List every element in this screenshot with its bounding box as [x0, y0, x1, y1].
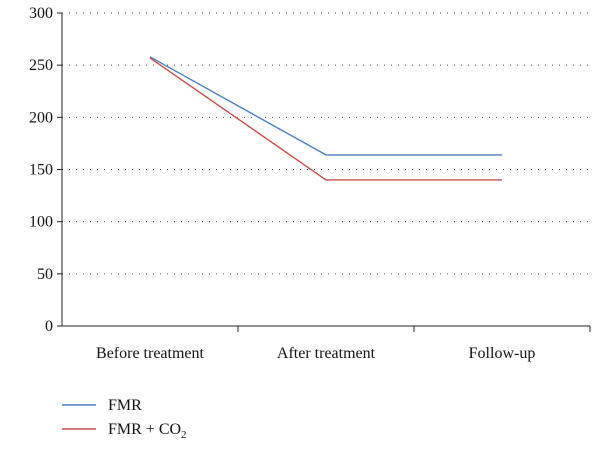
legend-label-text: FMR + CO — [108, 421, 181, 438]
gridlines — [62, 12, 590, 275]
y-tick-label: 100 — [29, 214, 53, 231]
legend: FMR FMR + CO2 — [62, 397, 187, 441]
y-tick-label: 150 — [29, 162, 53, 179]
series-line-2 — [149, 57, 502, 181]
x-tick-label: After treatment — [277, 345, 376, 362]
y-tick-label: 300 — [29, 5, 53, 22]
series-lines — [149, 56, 502, 181]
y-tick-label: 0 — [45, 318, 53, 335]
y-tick-label: 200 — [29, 109, 53, 126]
legend-label: FMR + CO2 — [108, 421, 187, 441]
x-tick-label: Before treatment — [96, 345, 205, 362]
y-tick-label: 250 — [29, 57, 53, 74]
y-tick-label: 50 — [37, 266, 53, 283]
legend-item-1: FMR — [62, 397, 142, 414]
series-line-1 — [149, 56, 502, 156]
x-tick-label: Follow-up — [469, 345, 536, 362]
legend-label-text: FMR — [108, 397, 142, 414]
y-axis-tick-labels: 0 50 100 150 200 250 300 — [29, 5, 53, 335]
legend-label-subscript: 2 — [181, 429, 187, 441]
legend-item-2: FMR + CO2 — [62, 421, 187, 441]
axes — [57, 12, 591, 332]
legend-label: FMR — [108, 397, 142, 414]
x-axis-tick-labels: Before treatment After treatment Follow-up — [96, 345, 535, 362]
